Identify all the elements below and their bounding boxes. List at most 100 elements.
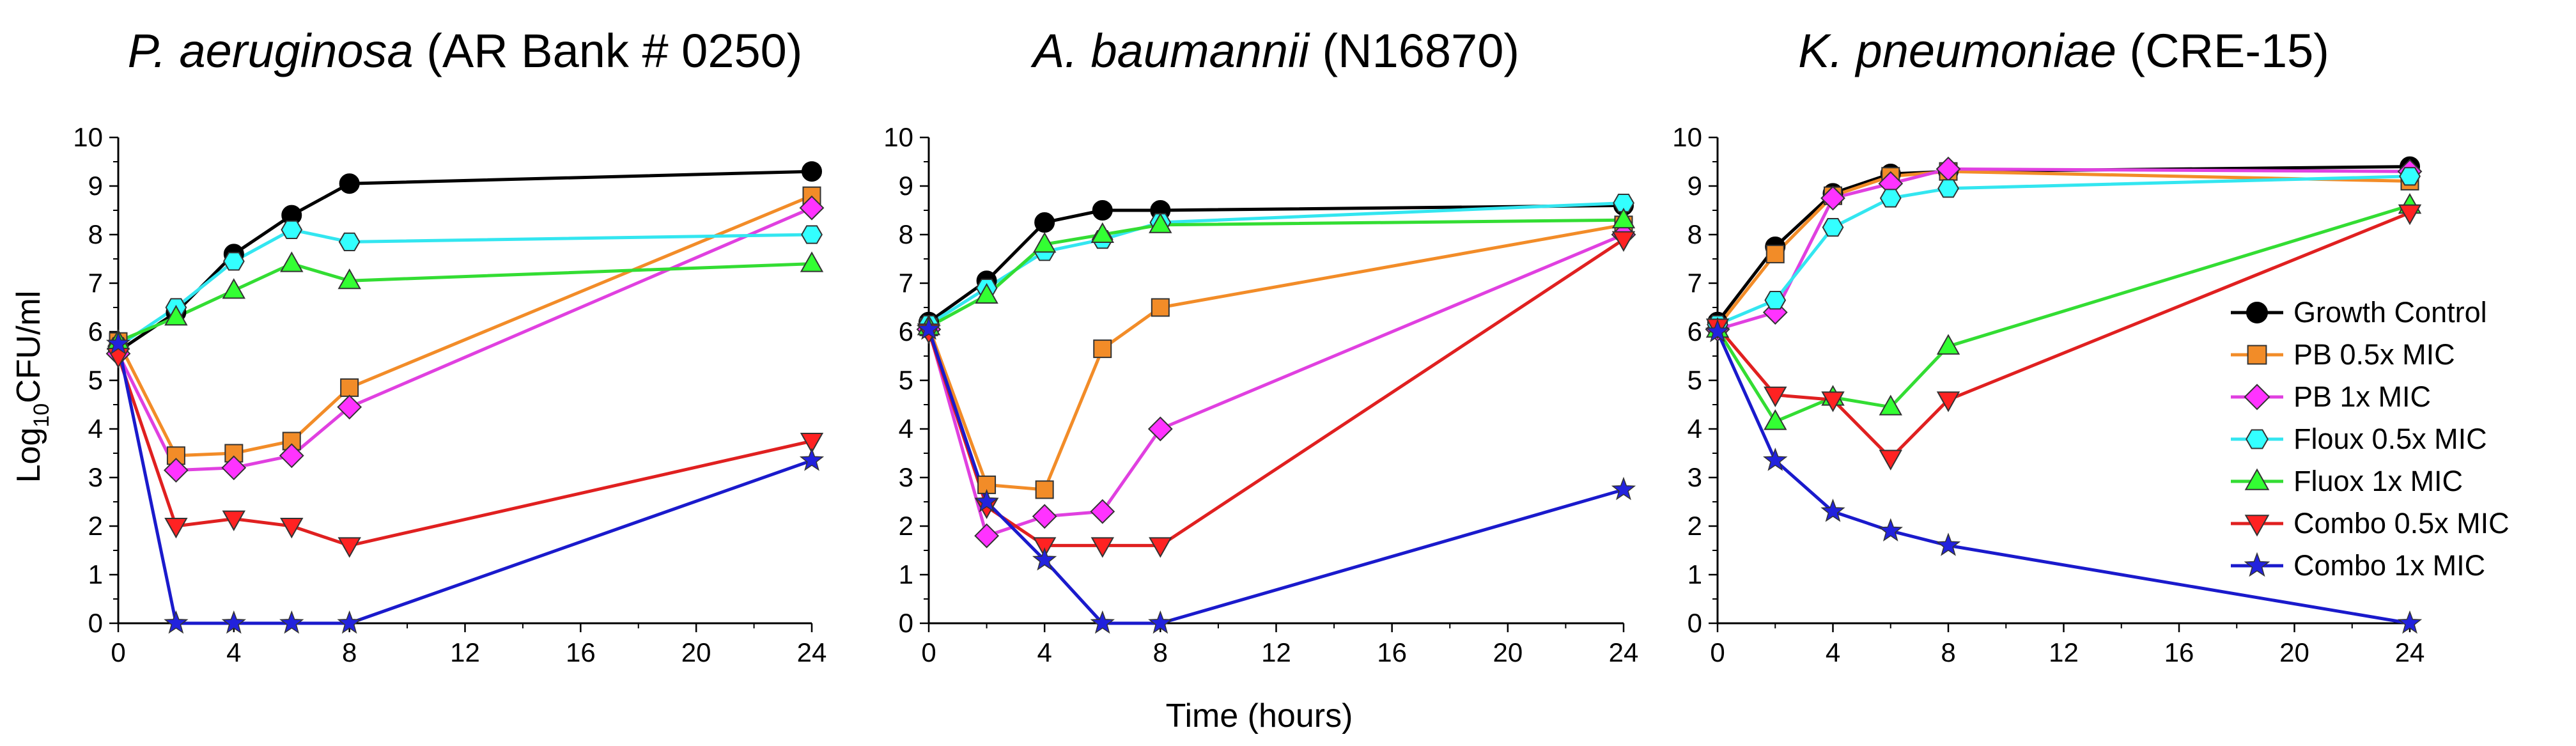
data-point-pb1 [279, 443, 304, 469]
series-line-flx05 [1717, 175, 2410, 326]
x-tick-label: 24 [2395, 637, 2425, 667]
y-tick-label: 3 [88, 462, 103, 492]
y-tick-label: 3 [899, 462, 913, 492]
data-point-flx05 [338, 232, 361, 251]
y-tick-label: 5 [88, 365, 103, 395]
data-point-combo1 [916, 316, 942, 340]
legend-item-pb05: PB 0.5x MIC [2231, 338, 2455, 371]
x-tick-label: 8 [1941, 637, 1955, 667]
y-tick-label: 7 [899, 268, 913, 298]
legend-label: Fluox 1x MIC [2293, 465, 2463, 497]
data-point-combo05 [1090, 537, 1115, 558]
data-point-combo1 [1090, 610, 1115, 634]
legend-item-growth: Growth Control [2231, 296, 2487, 329]
data-point-growth [1092, 200, 1113, 221]
data-point-pb1 [974, 523, 1000, 548]
data-point-flx1 [1879, 394, 1903, 416]
data-point-pb1 [221, 455, 247, 481]
y-tick-label: 2 [899, 511, 913, 541]
data-point-pb05 [340, 378, 359, 397]
data-point-flx05 [1613, 194, 1634, 213]
legend-swatch-marker [2244, 384, 2270, 410]
data-point-growth [1034, 212, 1055, 233]
legend-item-combo1: Combo 1x MIC [2231, 549, 2485, 582]
x-tick-label: 12 [1261, 637, 1291, 667]
legend-swatch-marker [2247, 345, 2267, 365]
x-tick-label: 16 [1377, 637, 1407, 667]
x-tick-label: 24 [1609, 637, 1639, 667]
y-tick-label: 6 [1688, 316, 1702, 346]
panel-title: P. aeruginosa (AR Bank # 0250) [128, 24, 803, 77]
data-point-flx1 [1090, 222, 1115, 243]
series-lines [1716, 165, 2410, 625]
y-tick-label: 6 [88, 316, 103, 346]
data-point-flx1 [1936, 334, 1960, 355]
data-point-flx05 [1764, 291, 1787, 310]
series-line-flx05 [927, 201, 1624, 326]
series-line-pb1 [927, 233, 1624, 538]
data-point-combo1 [1705, 318, 1730, 343]
series-line-pb05 [116, 194, 812, 458]
x-tick-label: 20 [2279, 637, 2309, 667]
x-tick-label: 16 [2164, 637, 2194, 667]
panel-title-organism: K. pneumoniae [1798, 24, 2116, 77]
data-point-flx1 [1032, 231, 1057, 253]
y-tick-label: 5 [899, 365, 913, 395]
y-axis-label-suffix: CFU/ml [10, 291, 47, 403]
data-point-pb05 [1151, 298, 1170, 317]
data-point-combo05 [800, 433, 824, 454]
data-point-flx05 [222, 252, 245, 271]
series-line-flx1 [1716, 204, 2410, 424]
y-tick-label: 10 [73, 122, 103, 152]
series-line-pb05 [927, 223, 1624, 492]
series-line-pb05 [1716, 169, 2410, 328]
data-point-combo05 [164, 518, 188, 539]
data-point-combo05 [1149, 537, 1172, 558]
data-point-combo05 [1764, 386, 1787, 408]
y-tick-label: 8 [899, 219, 913, 249]
series-line-growth [117, 169, 812, 353]
data-point-pb1 [799, 195, 825, 221]
data-point-combo05 [2398, 204, 2422, 226]
y-tick-label: 4 [1688, 414, 1702, 444]
data-point-flx05 [1879, 189, 1902, 208]
data-point-combo05 [222, 510, 246, 531]
data-point-flx1 [338, 268, 361, 290]
data-point-combo1 [974, 488, 999, 513]
y-tick-label: 0 [899, 608, 913, 638]
x-tick-label: 12 [2049, 637, 2079, 667]
data-point-flx1 [1149, 212, 1172, 233]
data-point-flx05 [281, 220, 303, 239]
legend: Growth Control PB 0.5x MIC PB 1x MIC Floux … [2231, 296, 2510, 582]
legend-item-pb1: PB 1x MIC [2231, 380, 2431, 413]
data-point-pb1 [163, 458, 189, 483]
data-point-combo1 [799, 447, 825, 471]
x-tick-label: 12 [450, 637, 480, 667]
data-point-pb1 [1820, 185, 1845, 211]
legend-label: Growth Control [2293, 296, 2487, 329]
data-point-flx1 [1611, 207, 1636, 229]
panel-title-strain: (CRE-15) [2116, 24, 2329, 77]
data-point-combo1 [1032, 547, 1057, 571]
series-line-pb1 [116, 206, 812, 472]
x-tick-label: 4 [226, 637, 241, 667]
series-lines [116, 169, 812, 625]
data-point-combo1 [1878, 518, 1903, 541]
data-point-flx05 [801, 225, 823, 244]
data-point-pb1 [1032, 504, 1057, 529]
panel-title: K. pneumoniae (CRE-15) [1798, 24, 2329, 77]
legend-swatch-marker [2246, 302, 2268, 323]
data-point-combo05 [1032, 537, 1057, 558]
legend-label: Combo 1x MIC [2293, 549, 2485, 582]
y-tick-label: 0 [1688, 608, 1702, 638]
y-tick-label: 10 [883, 122, 913, 152]
data-point-combo05 [1821, 391, 1845, 412]
panel-title-organism: A. baumannii [1030, 24, 1310, 77]
legend-label: PB 0.5x MIC [2293, 338, 2455, 371]
x-tick-label: 0 [921, 637, 936, 667]
y-tick-label: 9 [899, 171, 913, 201]
series-line-flx05 [117, 228, 812, 348]
legend-item-flx1: Fluox 1x MIC [2231, 465, 2463, 497]
